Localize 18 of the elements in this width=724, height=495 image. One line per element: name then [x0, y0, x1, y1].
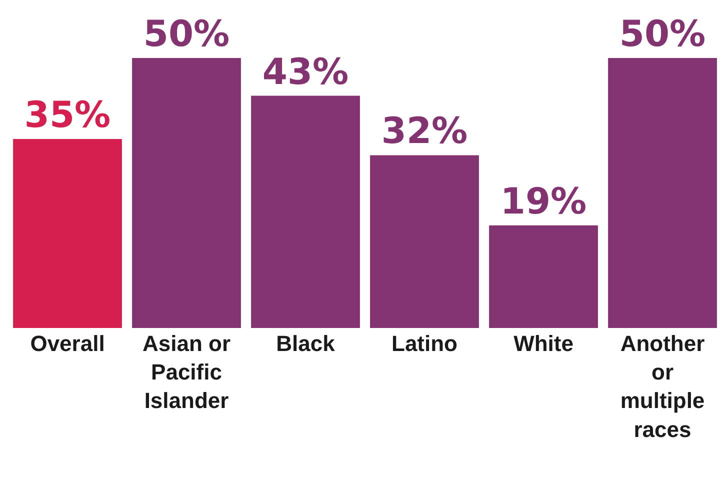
- x-tick-label: Another or multiple races: [620, 331, 706, 442]
- bar: [13, 139, 122, 328]
- data-label: 50%: [619, 14, 706, 55]
- data-label: 43%: [262, 52, 349, 93]
- x-tick-label: White: [514, 331, 574, 356]
- data-label: 50%: [143, 14, 230, 55]
- x-tick-label: Black: [276, 331, 336, 356]
- bar: [489, 225, 598, 328]
- x-tick-label: Latino: [392, 331, 458, 356]
- data-label: 32%: [381, 111, 468, 152]
- data-label: 19%: [500, 181, 587, 222]
- data-label: 35%: [24, 95, 111, 136]
- bar: [608, 58, 717, 328]
- bar: [132, 58, 241, 328]
- bar: [370, 155, 479, 328]
- bar: [251, 96, 360, 328]
- x-tick-label: Overall: [30, 331, 105, 356]
- x-tick-label: Asian or Pacific Islander: [142, 331, 231, 414]
